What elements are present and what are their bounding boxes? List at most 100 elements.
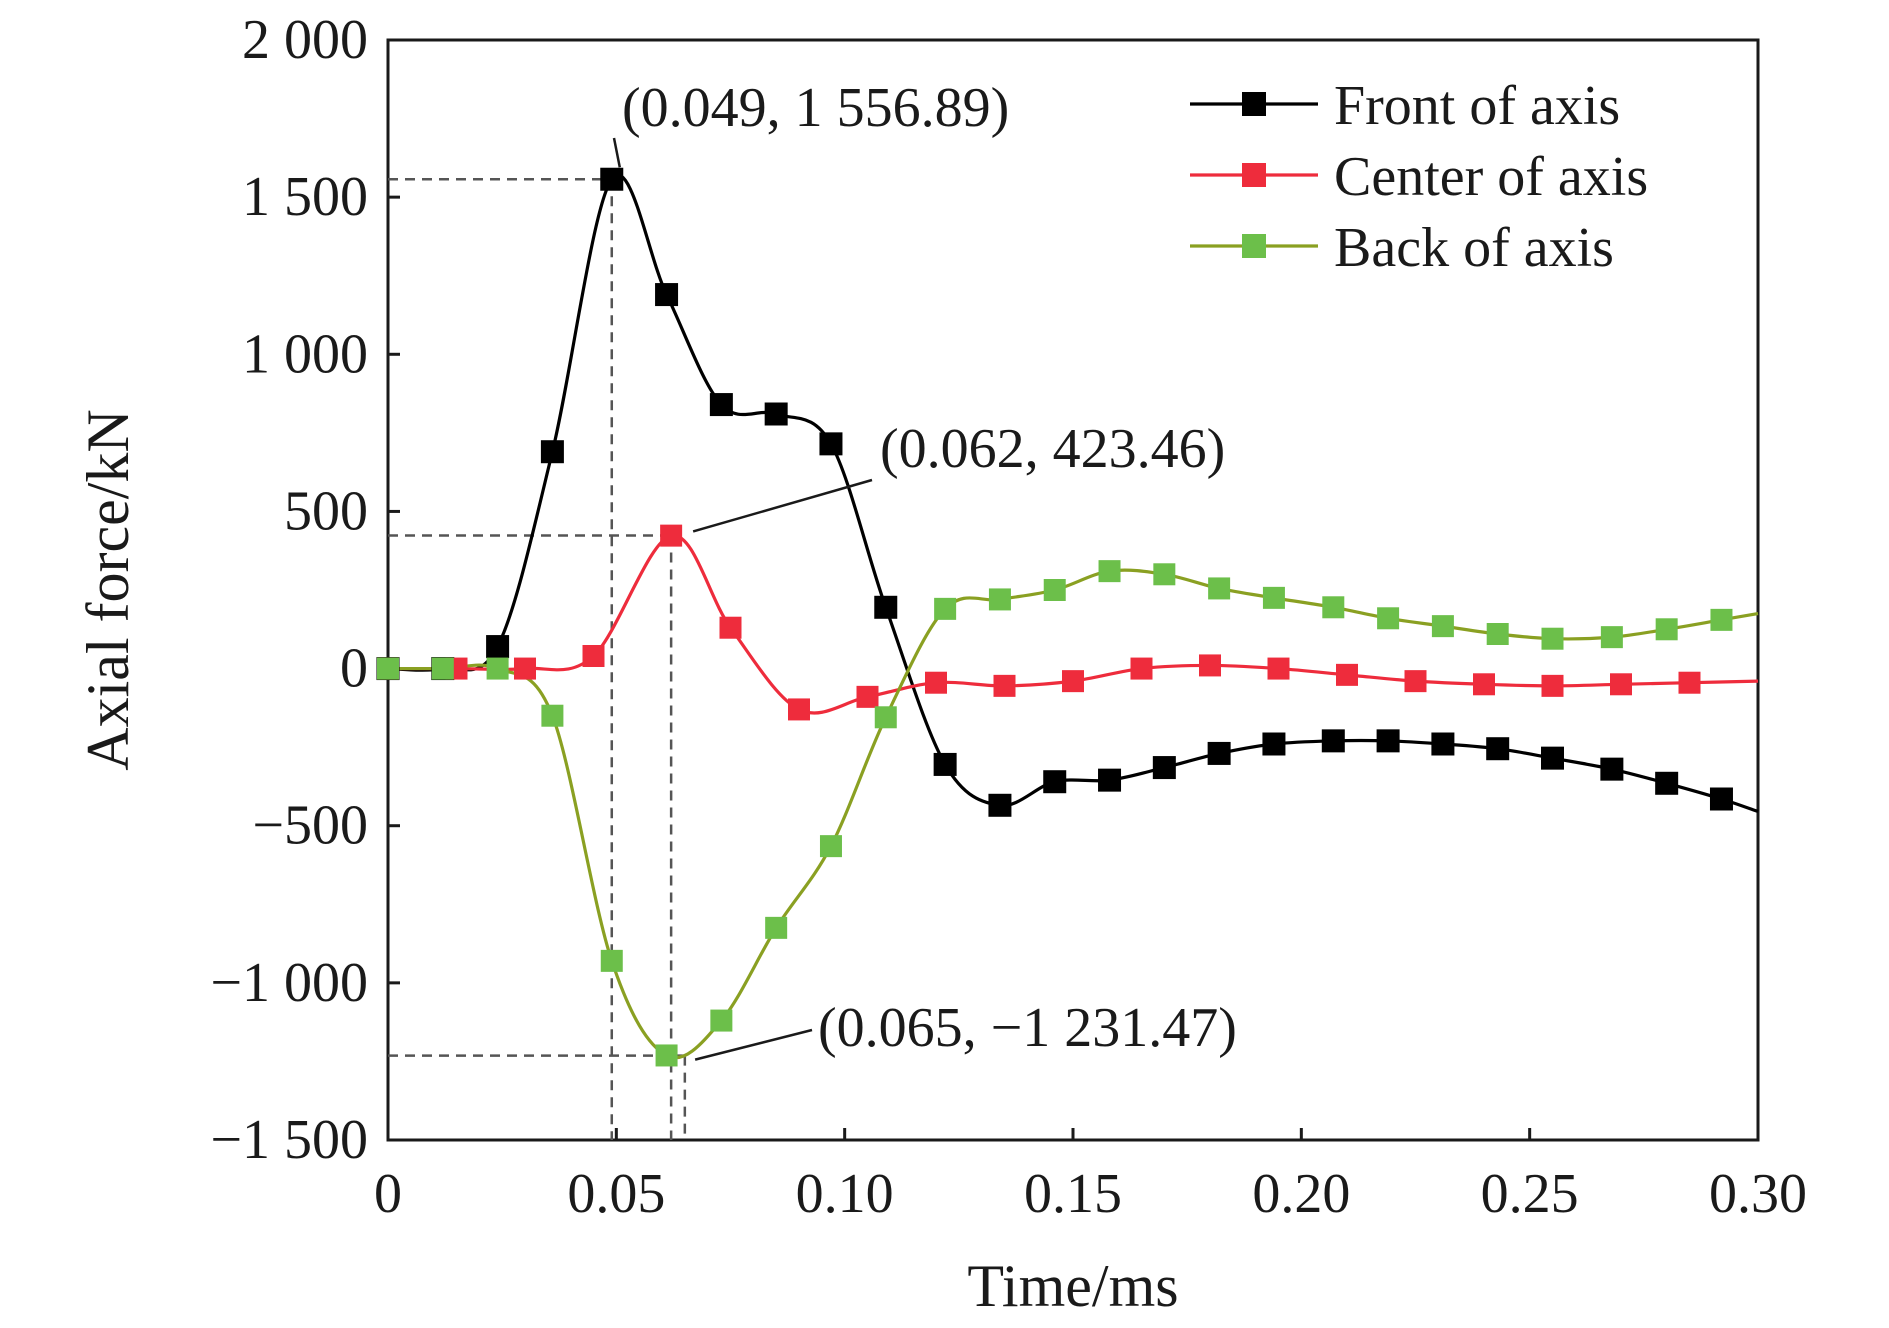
data-point bbox=[1199, 654, 1221, 677]
data-point bbox=[819, 432, 843, 456]
data-point bbox=[764, 402, 788, 426]
data-point bbox=[1098, 560, 1121, 583]
y-axis-title: Axial force/kN bbox=[75, 409, 141, 771]
x-tick-label: 0.25 bbox=[1481, 1163, 1579, 1225]
data-point bbox=[1431, 732, 1455, 756]
data-point bbox=[1486, 737, 1510, 761]
annotation-leader bbox=[692, 478, 873, 533]
data-point bbox=[582, 645, 605, 667]
data-point bbox=[1262, 586, 1285, 609]
data-point bbox=[765, 916, 788, 939]
legend-marker bbox=[1242, 234, 1266, 258]
data-point bbox=[1322, 596, 1345, 619]
data-point bbox=[1262, 732, 1286, 756]
series-markers-back-of-axis bbox=[377, 560, 1733, 1067]
data-point bbox=[600, 167, 624, 191]
data-point bbox=[1655, 771, 1679, 795]
data-point bbox=[1043, 579, 1066, 601]
data-point bbox=[1321, 729, 1345, 753]
data-point bbox=[988, 588, 1011, 611]
x-tick-label: 0.20 bbox=[1252, 1163, 1350, 1225]
data-point bbox=[1062, 670, 1084, 693]
annotation-guides bbox=[388, 178, 687, 1140]
x-tick-label: 0.15 bbox=[1024, 1163, 1122, 1225]
data-point bbox=[719, 616, 742, 639]
data-point bbox=[988, 793, 1012, 817]
annotation-label: (0.065, −1 231.47) bbox=[818, 997, 1237, 1059]
y-tick-label: 500 bbox=[284, 480, 368, 542]
data-point bbox=[993, 674, 1016, 697]
data-point bbox=[541, 704, 564, 727]
data-point bbox=[1709, 787, 1733, 811]
data-point bbox=[1098, 768, 1122, 792]
data-point bbox=[1600, 626, 1623, 649]
annotation-leader bbox=[694, 1028, 813, 1061]
x-tick-label: 0.05 bbox=[567, 1163, 665, 1225]
data-point bbox=[1207, 741, 1231, 765]
legend: Front of axis Center of axis Back of axis bbox=[1190, 75, 1648, 279]
data-point bbox=[1043, 770, 1067, 794]
data-point bbox=[1130, 657, 1153, 680]
y-tick-label: 0 bbox=[340, 638, 368, 700]
data-point bbox=[1486, 623, 1509, 645]
legend-marker bbox=[1242, 92, 1266, 116]
series-markers-center-of-axis bbox=[377, 524, 1701, 721]
data-point bbox=[1655, 618, 1678, 641]
legend-marker bbox=[1242, 163, 1266, 187]
data-point bbox=[1377, 607, 1400, 630]
data-point bbox=[1404, 670, 1427, 693]
data-point bbox=[1541, 627, 1564, 650]
data-point bbox=[1152, 756, 1176, 780]
data-point bbox=[874, 706, 897, 729]
data-point bbox=[514, 657, 536, 680]
x-axis-title: Time/ms bbox=[967, 1253, 1178, 1319]
data-point bbox=[1153, 563, 1176, 586]
annotation-label: (0.049, 1 556.89) bbox=[622, 77, 1009, 139]
legend-label: Front of axis bbox=[1334, 75, 1620, 137]
data-point bbox=[788, 698, 810, 721]
data-point bbox=[486, 635, 510, 659]
data-point bbox=[1678, 671, 1701, 694]
data-point bbox=[1376, 729, 1400, 753]
data-point bbox=[1541, 746, 1564, 770]
data-point bbox=[933, 752, 957, 776]
data-point bbox=[1267, 657, 1290, 680]
data-point bbox=[934, 597, 957, 620]
data-point bbox=[1541, 674, 1564, 697]
data-point bbox=[1600, 757, 1624, 781]
annotation-label: (0.062, 423.46) bbox=[880, 418, 1225, 480]
data-point bbox=[710, 1009, 733, 1032]
data-point bbox=[819, 835, 842, 858]
data-point bbox=[856, 685, 879, 708]
data-point bbox=[874, 595, 898, 619]
x-tick-label: 0 bbox=[374, 1163, 402, 1225]
x-tick-label: 0.10 bbox=[796, 1163, 894, 1225]
data-point bbox=[1610, 673, 1632, 696]
data-point bbox=[1336, 663, 1358, 686]
data-point bbox=[655, 1044, 678, 1067]
legend-label: Center of axis bbox=[1334, 146, 1648, 208]
annotation-leader bbox=[612, 137, 621, 168]
data-point bbox=[377, 657, 399, 680]
data-point bbox=[1208, 577, 1231, 600]
data-point bbox=[655, 283, 679, 307]
data-point bbox=[486, 657, 509, 680]
y-tick-label: −1 000 bbox=[210, 952, 368, 1014]
data-point bbox=[1473, 673, 1495, 696]
y-tick-label: −1 500 bbox=[210, 1109, 368, 1171]
data-point bbox=[1431, 615, 1454, 638]
y-tick-label: 1 500 bbox=[242, 166, 368, 228]
data-point bbox=[431, 657, 454, 680]
series-line-center-of-axis bbox=[388, 534, 1759, 715]
data-point bbox=[925, 671, 947, 694]
data-point bbox=[1710, 608, 1733, 631]
data-point bbox=[660, 524, 683, 547]
y-tick-label: 2 000 bbox=[242, 9, 368, 71]
x-tick-label: 0.30 bbox=[1709, 1163, 1807, 1225]
data-point bbox=[709, 393, 733, 417]
data-point bbox=[600, 949, 623, 972]
data-point bbox=[540, 440, 564, 464]
y-tick-label: 1 000 bbox=[242, 323, 368, 385]
